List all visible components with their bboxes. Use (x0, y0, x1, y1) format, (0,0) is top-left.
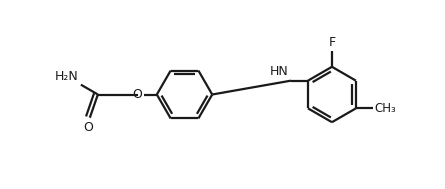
Text: HN: HN (270, 65, 288, 78)
Text: O: O (83, 121, 93, 134)
Text: O: O (133, 88, 142, 101)
Text: CH₃: CH₃ (375, 102, 396, 115)
Text: F: F (328, 36, 336, 49)
Text: H₂N: H₂N (54, 70, 78, 83)
